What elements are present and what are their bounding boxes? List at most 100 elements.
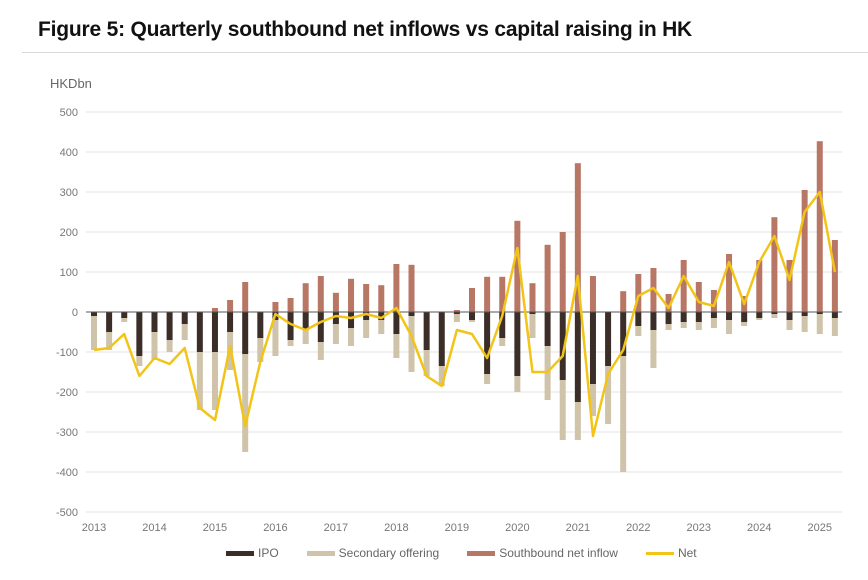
bar-southbound-net-inflow (453, 310, 460, 312)
bar-southbound-net-inflow (484, 276, 491, 312)
bar-southbound-net-inflow (227, 300, 234, 312)
bar-ipo (620, 312, 627, 356)
bar-ipo (695, 312, 702, 322)
legend-swatch-secondary (306, 550, 335, 556)
bar-secondary-offering (831, 318, 838, 336)
y-axis-unit-label: HKDbn (50, 76, 92, 91)
x-tick-label: 2017 (324, 522, 348, 534)
bar-ipo (680, 312, 687, 322)
y-tick-label: 200 (60, 227, 78, 239)
x-tick-label: 2022 (626, 522, 650, 534)
y-tick-label: -200 (56, 387, 78, 399)
bar-southbound-net-inflow (363, 284, 370, 312)
bar-secondary-offering (574, 402, 581, 440)
bar-secondary-offering (257, 338, 264, 362)
bar-secondary-offering (393, 334, 400, 358)
bar-ipo (544, 312, 551, 346)
legend-swatch-ipo (226, 550, 254, 556)
legend-swatch-net (645, 551, 674, 555)
bar-secondary-offering (650, 330, 657, 368)
bar-ipo (302, 312, 309, 330)
y-tick-label: -500 (56, 507, 78, 519)
title-divider (22, 52, 868, 53)
bar-secondary-offering (317, 342, 324, 360)
x-tick-label: 2024 (747, 522, 771, 534)
bar-ipo (801, 312, 808, 316)
bar-secondary-offering (589, 384, 596, 416)
bar-southbound-net-inflow (559, 232, 566, 312)
bar-ipo (378, 312, 385, 320)
bar-southbound-net-inflow (272, 302, 279, 312)
x-tick-label: 2025 (808, 522, 832, 534)
x-tick-label: 2021 (566, 522, 590, 534)
bar-secondary-offering (181, 324, 188, 340)
bar-southbound-net-inflow (680, 260, 687, 312)
bar-southbound-net-inflow (332, 292, 339, 312)
bar-secondary-offering (91, 316, 97, 350)
bar-secondary-offering (438, 366, 445, 386)
bar-secondary-offering (695, 322, 702, 330)
bar-secondary-offering (378, 320, 385, 334)
bar-ipo (514, 312, 521, 376)
bar-ipo (529, 312, 536, 314)
bar-ipo (786, 312, 793, 320)
y-tick-label: -400 (56, 467, 78, 479)
bar-ipo (348, 312, 355, 328)
bar-secondary-offering (151, 332, 158, 360)
bar-southbound-net-inflow (348, 278, 355, 312)
bar-secondary-offering (196, 352, 203, 410)
bar-ipo (166, 312, 173, 340)
bar-southbound-net-inflow (287, 298, 294, 312)
y-tick-label: 500 (60, 107, 78, 119)
bar-southbound-net-inflow (665, 294, 672, 312)
bar-secondary-offering (756, 318, 763, 320)
bar-southbound-net-inflow (317, 276, 324, 312)
bar-southbound-net-inflow (816, 141, 823, 312)
bar-southbound-net-inflow (242, 282, 249, 312)
bar-secondary-offering (363, 320, 370, 338)
bar-ipo (317, 312, 324, 342)
bar-southbound-net-inflow (620, 291, 627, 312)
bar-ipo (393, 312, 400, 334)
legend-label-southbound: Southbound net inflow (499, 546, 618, 560)
bar-secondary-offering (287, 340, 294, 346)
chart-legend: IPO Secondary offering Southbound net in… (226, 546, 697, 560)
bar-ipo (332, 312, 339, 324)
bar-ipo (287, 312, 294, 340)
bar-secondary-offering (741, 322, 748, 326)
bar-secondary-offering (166, 340, 173, 352)
bar-secondary-offering (499, 338, 506, 346)
bar-secondary-offering (514, 376, 521, 392)
bar-secondary-offering (710, 318, 717, 328)
y-tick-label: 400 (60, 147, 78, 159)
bar-secondary-offering (302, 330, 309, 344)
bar-ipo (499, 312, 506, 338)
bar-southbound-net-inflow (710, 290, 717, 312)
bar-ipo (469, 312, 475, 320)
bar-ipo (605, 312, 612, 366)
bar-southbound-net-inflow (408, 264, 415, 312)
bar-secondary-offering (665, 324, 672, 330)
bar-ipo (710, 312, 717, 318)
bar-southbound-net-inflow (574, 163, 581, 312)
bar-ipo (181, 312, 188, 324)
bar-secondary-offering (771, 314, 778, 318)
bar-ipo (574, 312, 581, 402)
bar-ipo (665, 312, 672, 324)
bar-secondary-offering (786, 320, 793, 330)
legend-item-secondary: Secondary offering (306, 546, 439, 560)
bar-southbound-net-inflow (771, 217, 778, 312)
bar-ipo (438, 312, 445, 366)
bar-ipo (211, 312, 218, 352)
y-tick-label: 300 (60, 187, 78, 199)
y-tick-label: 0 (72, 307, 78, 319)
legend-label-net: Net (677, 546, 697, 560)
bar-ipo (106, 312, 113, 332)
bar-secondary-offering (605, 366, 612, 424)
bar-secondary-offering (453, 314, 460, 322)
bar-ipo (227, 312, 234, 332)
bar-ipo (453, 312, 460, 314)
bar-ipo (423, 312, 430, 350)
legend-label-ipo: IPO (258, 546, 279, 560)
